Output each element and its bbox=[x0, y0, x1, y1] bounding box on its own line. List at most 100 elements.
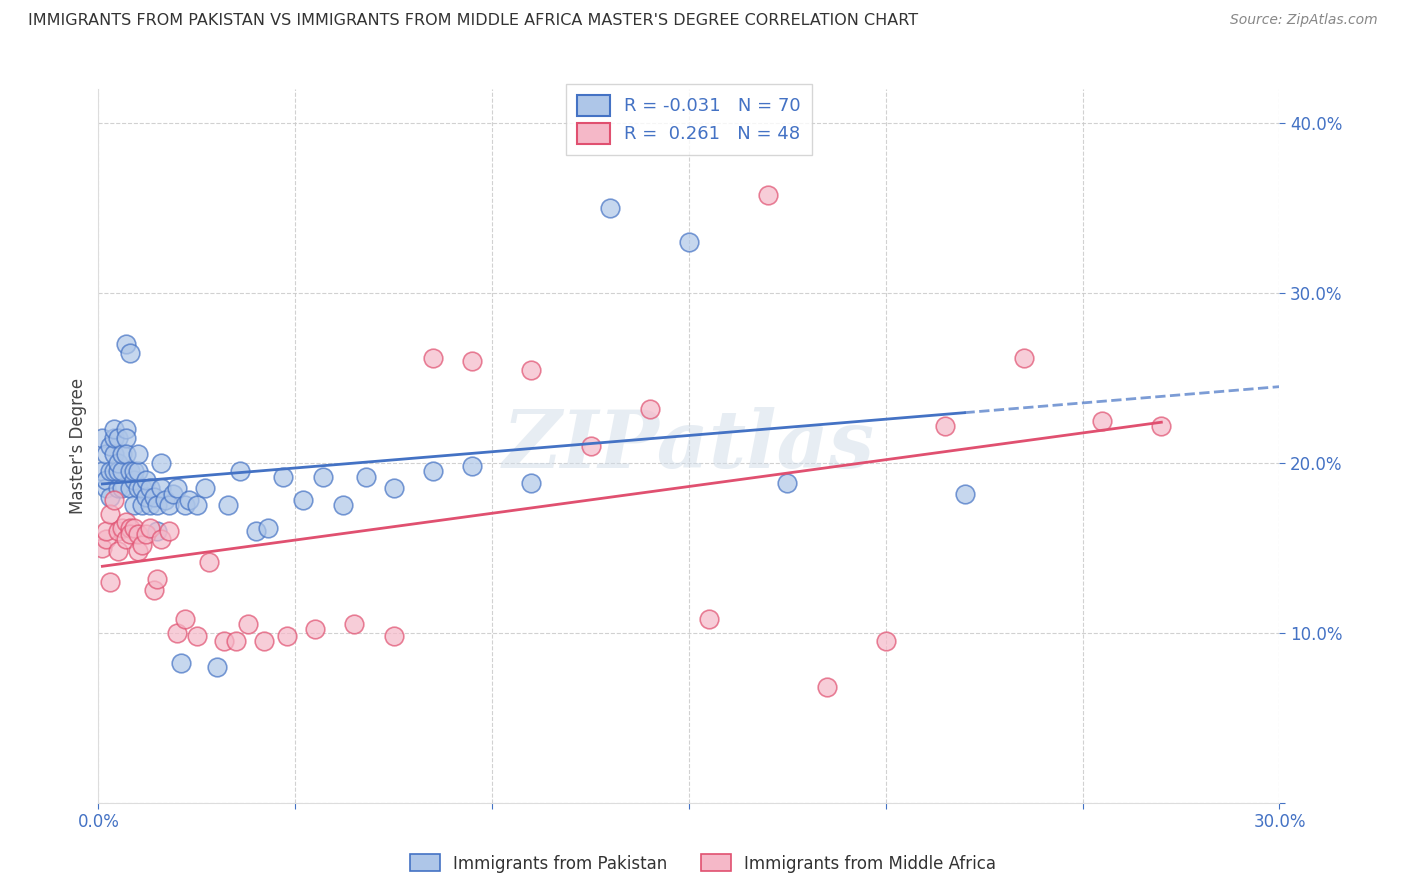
Point bbox=[256, 520, 278, 534]
Point bbox=[312, 469, 335, 483]
Point bbox=[162, 486, 184, 500]
Point bbox=[229, 465, 252, 479]
Point bbox=[678, 235, 700, 249]
Point bbox=[96, 533, 118, 547]
Point bbox=[115, 337, 138, 351]
Point bbox=[166, 482, 188, 496]
Point bbox=[953, 486, 976, 500]
Point bbox=[127, 465, 149, 479]
Text: ZIPatlas: ZIPatlas bbox=[503, 408, 875, 484]
Point bbox=[461, 459, 484, 474]
Point bbox=[354, 469, 377, 483]
Point bbox=[131, 482, 153, 496]
Point bbox=[276, 629, 298, 643]
Point bbox=[150, 456, 173, 470]
Point bbox=[122, 473, 145, 487]
Point bbox=[107, 430, 129, 444]
Point bbox=[115, 516, 138, 530]
Point bbox=[332, 499, 354, 513]
Point bbox=[815, 680, 838, 694]
Point bbox=[1150, 418, 1173, 433]
Point bbox=[131, 499, 153, 513]
Y-axis label: Master's Degree: Master's Degree bbox=[69, 378, 87, 514]
Point bbox=[91, 430, 114, 444]
Point bbox=[186, 629, 208, 643]
Point bbox=[96, 482, 118, 496]
Point bbox=[122, 520, 145, 534]
Point bbox=[127, 482, 149, 496]
Point bbox=[186, 499, 208, 513]
Point bbox=[98, 507, 121, 521]
Point bbox=[579, 439, 602, 453]
Point bbox=[91, 465, 114, 479]
Point bbox=[98, 465, 121, 479]
Point bbox=[217, 499, 239, 513]
Point bbox=[96, 473, 118, 487]
Point bbox=[138, 482, 160, 496]
Point bbox=[214, 634, 236, 648]
Point bbox=[111, 448, 134, 462]
Point bbox=[157, 524, 180, 538]
Point bbox=[127, 527, 149, 541]
Point bbox=[174, 612, 197, 626]
Point bbox=[127, 544, 149, 558]
Point bbox=[107, 482, 129, 496]
Point bbox=[135, 490, 157, 504]
Point bbox=[115, 448, 138, 462]
Point bbox=[118, 465, 141, 479]
Point bbox=[111, 520, 134, 534]
Point bbox=[115, 430, 138, 444]
Point bbox=[118, 345, 141, 359]
Point bbox=[107, 544, 129, 558]
Point bbox=[118, 482, 141, 496]
Point bbox=[127, 448, 149, 462]
Point bbox=[236, 617, 259, 632]
Point bbox=[245, 524, 267, 538]
Point bbox=[382, 482, 405, 496]
Point bbox=[422, 351, 444, 365]
Point bbox=[103, 465, 125, 479]
Point bbox=[304, 623, 326, 637]
Point bbox=[174, 499, 197, 513]
Point bbox=[138, 499, 160, 513]
Point bbox=[776, 476, 799, 491]
Point bbox=[98, 439, 121, 453]
Point bbox=[103, 430, 125, 444]
Point bbox=[142, 490, 165, 504]
Point bbox=[170, 657, 193, 671]
Point bbox=[599, 201, 621, 215]
Point bbox=[197, 555, 219, 569]
Point bbox=[638, 401, 661, 416]
Point bbox=[146, 524, 169, 538]
Point bbox=[157, 499, 180, 513]
Point bbox=[155, 493, 177, 508]
Point bbox=[111, 482, 134, 496]
Point bbox=[91, 541, 114, 555]
Point bbox=[343, 617, 366, 632]
Point bbox=[118, 520, 141, 534]
Point bbox=[146, 499, 169, 513]
Point bbox=[1091, 413, 1114, 427]
Point bbox=[115, 533, 138, 547]
Point bbox=[146, 572, 169, 586]
Point bbox=[96, 524, 118, 538]
Point bbox=[138, 520, 160, 534]
Point bbox=[205, 660, 228, 674]
Legend: R = -0.031   N = 70, R =  0.261   N = 48: R = -0.031 N = 70, R = 0.261 N = 48 bbox=[567, 84, 811, 154]
Point bbox=[934, 418, 956, 433]
Text: Source: ZipAtlas.com: Source: ZipAtlas.com bbox=[1230, 13, 1378, 28]
Point bbox=[520, 476, 543, 491]
Point bbox=[422, 465, 444, 479]
Point bbox=[107, 456, 129, 470]
Point bbox=[253, 634, 276, 648]
Point bbox=[115, 422, 138, 436]
Point bbox=[131, 537, 153, 551]
Point bbox=[107, 465, 129, 479]
Point bbox=[166, 626, 188, 640]
Point bbox=[150, 533, 173, 547]
Point bbox=[697, 612, 720, 626]
Point bbox=[875, 634, 897, 648]
Point bbox=[103, 493, 125, 508]
Point bbox=[103, 448, 125, 462]
Point bbox=[461, 354, 484, 368]
